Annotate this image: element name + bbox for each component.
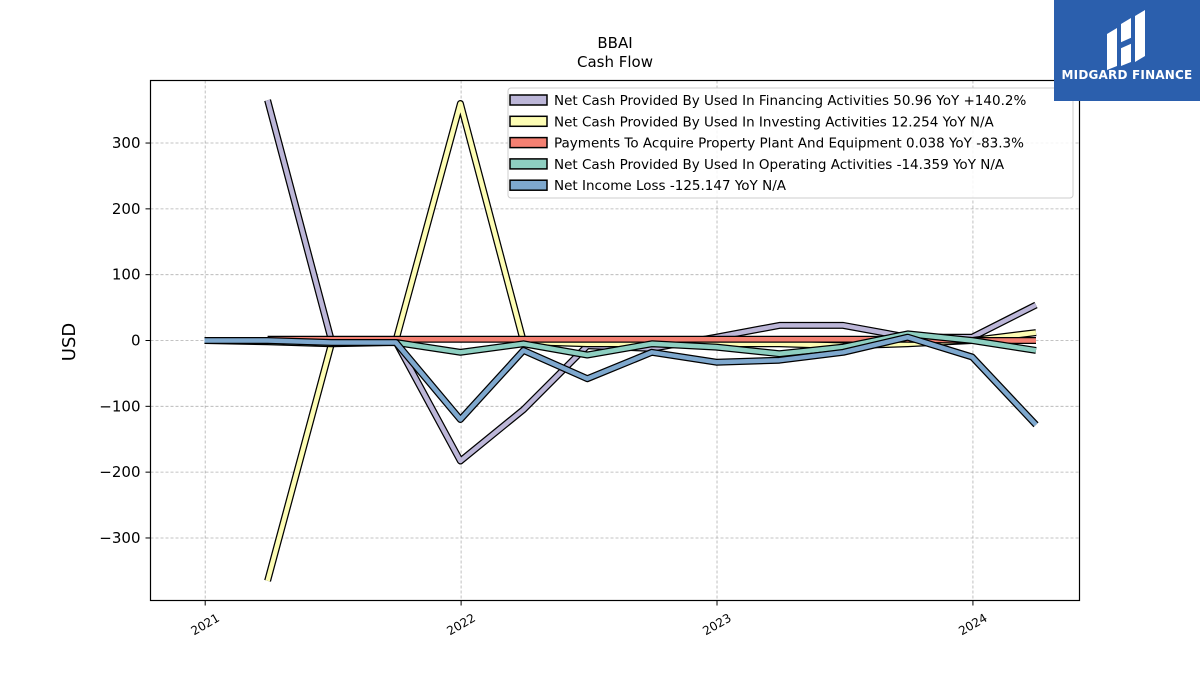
y-axis: −300 −200 −100 0 100 200 300 xyxy=(99,134,151,547)
x-tick-label: 2021 xyxy=(188,611,221,638)
legend-entry: Payments To Acquire Property Plant And E… xyxy=(509,136,1024,152)
y-tick-label: 100 xyxy=(112,266,141,284)
x-tick-label: 2022 xyxy=(444,611,477,638)
legend-label: Payments To Acquire Property Plant And E… xyxy=(554,136,1024,152)
y-tick-label: −300 xyxy=(99,529,140,547)
legend-label: Net Cash Provided By Used In Operating A… xyxy=(554,157,1005,173)
legend-swatch xyxy=(509,136,548,149)
legend-entry: Net Income Loss -125.147 YoY N/A xyxy=(509,178,787,194)
series-line xyxy=(204,333,1039,428)
y-axis-label: USD xyxy=(59,323,80,361)
x-tick-label: 2023 xyxy=(700,611,733,638)
legend-entry: Net Cash Provided By Used In Operating A… xyxy=(509,157,1005,173)
legend-label: Net Cash Provided By Used In Financing A… xyxy=(554,93,1026,109)
legend-entry: Net Cash Provided By Used In Financing A… xyxy=(509,93,1026,109)
y-tick-label: −200 xyxy=(99,463,140,481)
series-layer xyxy=(204,99,1039,582)
chart-title: BBAI xyxy=(597,34,632,52)
y-tick-label: −100 xyxy=(99,397,140,415)
y-tick-label: 200 xyxy=(112,200,141,218)
legend-entry: Net Cash Provided By Used In Investing A… xyxy=(509,114,995,130)
y-tick-label: 300 xyxy=(112,134,141,152)
legend-swatch xyxy=(509,115,548,128)
legend-label: Net Income Loss -125.147 YoY N/A xyxy=(554,178,787,194)
legend: Net Cash Provided By Used In Financing A… xyxy=(507,87,1074,199)
logo-text: MIDGARD FINANCE xyxy=(1061,68,1193,82)
legend-swatch xyxy=(509,179,548,191)
legend-label: Net Cash Provided By Used In Investing A… xyxy=(554,114,995,130)
legend-swatch xyxy=(509,158,548,170)
midgard-finance-logo: MIDGARD FINANCE xyxy=(1054,0,1200,101)
x-tick-label: 2024 xyxy=(956,611,989,638)
legend-box xyxy=(507,87,1074,199)
y-tick-label: 0 xyxy=(131,332,141,350)
x-axis: 2021 2022 2023 2024 xyxy=(188,600,990,638)
legend-swatch xyxy=(509,94,548,106)
series-line-stroke xyxy=(204,334,1038,427)
midgard-logo-icon xyxy=(1107,10,1145,70)
chart-subtitle: Cash Flow xyxy=(577,53,653,71)
